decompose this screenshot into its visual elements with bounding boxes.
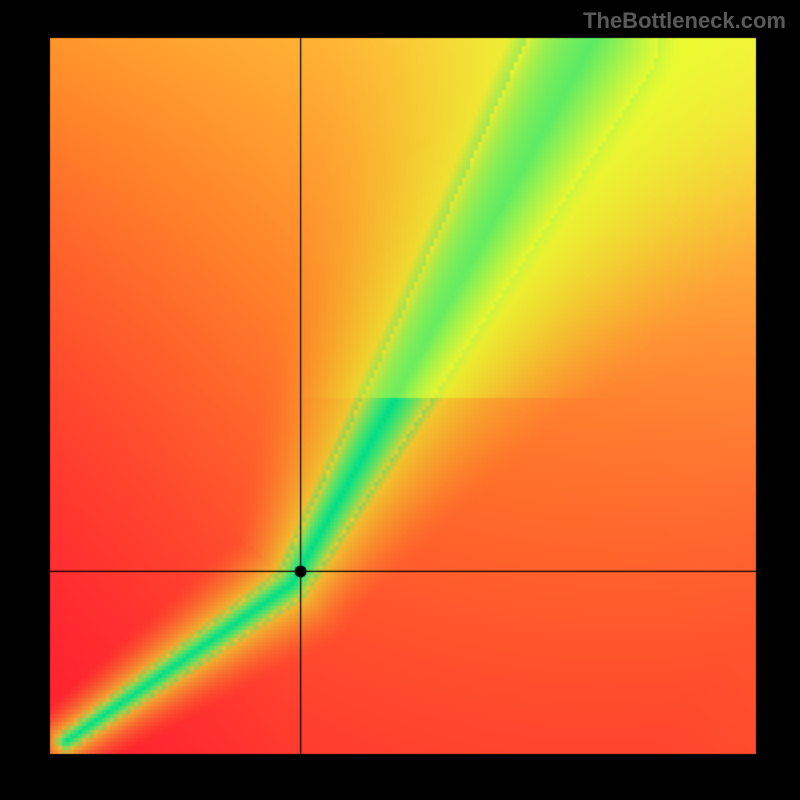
plot-container: TheBottleneck.com: [0, 0, 800, 800]
watermark-text: TheBottleneck.com: [583, 8, 786, 34]
heatmap-canvas: [0, 0, 800, 800]
